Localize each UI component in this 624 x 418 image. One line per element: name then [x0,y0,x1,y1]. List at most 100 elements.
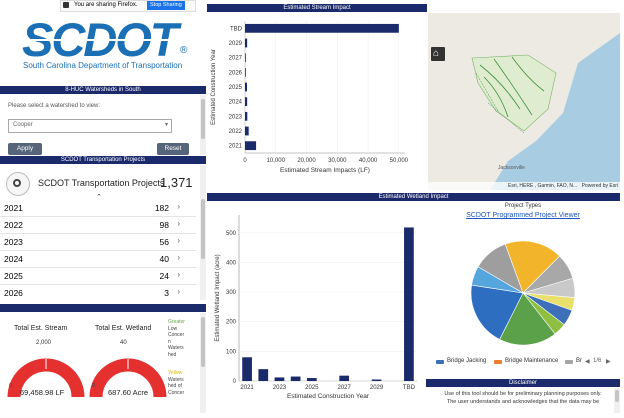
wetland-bar [371,379,382,381]
legend-page: 1/6 [593,358,602,364]
projects-scrollbar[interactable] [200,165,206,300]
legend-item[interactable]: Bridge Maintenance [505,358,559,364]
x-axis-title: Estimated Construction Year [287,393,370,400]
project-row[interactable]: 2024 40 › [0,251,196,268]
watershed-scrollbar[interactable] [200,95,206,155]
legend-green-line: Low [168,325,178,332]
x-tick-label: 30,000 [328,158,347,164]
map-attribution: Esri, HERE , Garmin, FAO, N... Powered b… [428,182,620,190]
wetland-impact-chart: 0 100 200 300 400 500 2021 2023 2025 2027 2029 TBD E… [215,215,417,400]
x-tick-label: 20,000 [297,158,316,164]
y-axis-title: Estimated Construction Year [211,49,217,125]
chevron-down-icon: ▾ [164,122,168,128]
wetland-chart-panel: 0 100 200 300 400 500 2021 2023 2025 2027 2029 TBD E… [207,203,425,413]
watershed-select[interactable]: Cooper ▾ [8,119,172,133]
row-year: 2021 [4,203,23,213]
pie-slice [499,292,556,346]
watershed-header: 8-HUC Watersheds in South [0,86,206,94]
y-tick-label: 2029 [229,41,243,47]
row-count: 3 [164,288,169,298]
stream-gauge-min: 0 [9,383,13,389]
stream-gauge-label: Total Est. Stream [14,325,68,332]
pie-slice [477,243,524,294]
project-row[interactable]: 2021 182 › [0,200,196,217]
watershed-selected-value: Cooper [13,122,33,128]
x-tick-label: 50,000 [390,158,409,164]
row-count: 98 [159,220,169,230]
wetland-bar [242,357,252,381]
legend-green-line: hed [168,351,177,358]
disclaimer-scrollbar[interactable] [614,388,620,413]
stream-bar [245,141,257,151]
home-button[interactable]: ⌂ [431,47,445,61]
row-count: 182 [154,203,169,213]
x-tick-label: 2023 [273,385,287,391]
chevron-right-icon: › [177,236,180,245]
disclaimer-line: Use of this tool should be for prelimina… [444,391,602,397]
row-count: 24 [159,271,169,281]
legend-prev-icon[interactable]: ◀ [585,359,590,365]
gauge-legend: Greater Low Concer n Waters hed Yellow W… [168,319,194,396]
map-view[interactable] [428,13,620,190]
gauges-scrollbar[interactable] [200,313,206,413]
collapse-icon[interactable]: ⌃ [96,194,102,201]
stream-chart-header: Estimated Stream Impact [207,4,427,12]
watershed-prompt: Please select a watershed to view: [8,103,101,109]
y-tick-label: 2024 [229,100,243,106]
map-city-label: Jacksonville [498,165,525,171]
reset-button[interactable]: Reset [157,143,189,155]
row-year: 2024 [4,254,23,264]
stream-bar [245,111,248,121]
y-tick-label: 2021 [229,144,243,150]
warning-icon [63,2,69,8]
row-year: 2025 [4,271,23,281]
wetland-bar [339,375,350,381]
stop-sharing-button[interactable]: Stop Sharing [147,1,185,10]
stream-bar [245,53,246,63]
y-tick-label: 100 [226,349,237,355]
wetland-bar [274,377,285,381]
legend-item[interactable]: Br [576,358,582,364]
project-types-title: Project Types [504,203,542,209]
reset-label: Reset [164,145,182,152]
y-tick-label: 2025 [229,85,243,91]
chevron-right-icon: › [177,253,180,262]
row-year: 2023 [4,237,23,247]
y-tick-label: 2026 [229,70,243,76]
project-row[interactable]: 2025 24 › [0,268,196,285]
apply-button[interactable]: Apply [8,143,42,155]
stream-impact-chart: 0 10,000 20,000 30,000 40,000 50,000 TBD 2029 20… [211,21,409,174]
legend-item[interactable]: Bridge Jacking [447,358,487,364]
watershed-panel: Please select a watershed to view: Coope… [0,95,206,155]
wetland-gauge-min: 0 [92,383,96,389]
y-axis-title: Estimated Wetland Impact (acre) [215,254,221,341]
x-tick-label: 2025 [305,385,319,391]
project-types-panel: Project Types SCDOT Programmed Project V… [426,203,620,377]
chevron-right-icon: › [177,202,180,211]
row-count: 56 [159,237,169,247]
legend-green-line: n [168,338,171,345]
y-tick-label: TBD [230,26,243,32]
x-tick-label: 2027 [338,385,352,391]
project-row[interactable]: 2023 56 › [0,234,196,251]
wetland-bar [290,376,301,381]
legend-green-line: Concer [168,332,185,338]
project-viewer-link[interactable]: SCDOT Programmed Project Viewer [466,212,580,219]
map-panel[interactable]: ⌂ Jacksonville Esri, HERE , Garmin, FAO,… [428,13,620,190]
chevron-right-icon: › [177,287,180,296]
projects-title: SCDOT Transportation Projects [38,178,165,188]
legend-yellow-line: Concer [168,389,185,396]
project-row[interactable]: 2022 98 › [0,217,196,234]
stream-gauge [7,358,85,398]
legend-next-icon[interactable]: ▶ [606,359,611,365]
disclaimer-header: Disclaimer [426,379,620,387]
stream-chart-panel: 0 10,000 20,000 30,000 40,000 50,000 TBD 2029 20… [207,13,427,190]
wetland-gauge-value: 687.60 Acre [108,388,149,397]
project-types-pie [470,240,576,346]
row-year: 2026 [4,288,23,298]
chevron-right-icon: › [177,219,180,228]
stream-gauge-value: 69,458.98 LF [20,388,65,397]
logo-stripe [26,39,184,41]
project-row[interactable]: 2026 3 › [0,285,196,300]
scdot-logo: SCDOT ® South Carolina Department of Tra… [18,12,190,82]
